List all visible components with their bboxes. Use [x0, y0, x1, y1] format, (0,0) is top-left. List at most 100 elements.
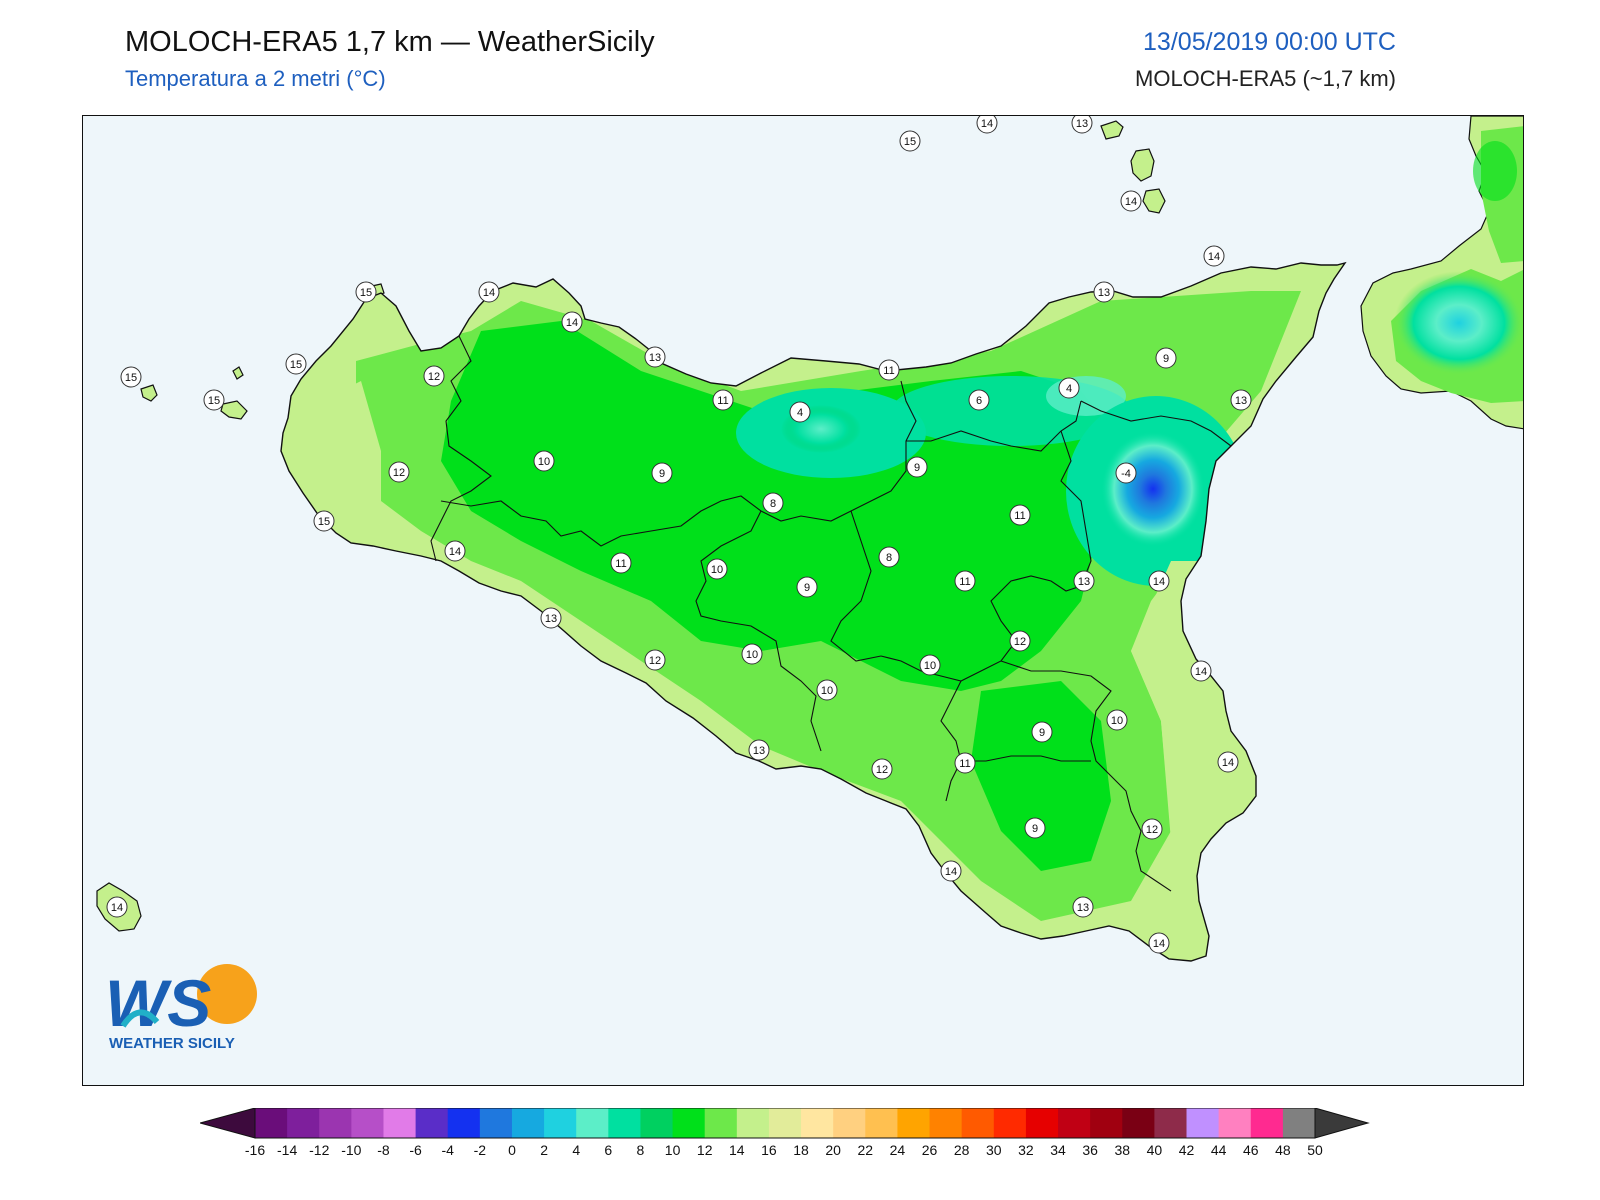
colorbar-swatch: [544, 1108, 577, 1138]
station-marker: 9: [1031, 721, 1053, 743]
colorbar-swatch: [479, 1108, 513, 1138]
station-circle: [533, 450, 555, 472]
colorbar-swatch: [1058, 1108, 1091, 1138]
colorbar-swatch: [640, 1108, 674, 1138]
station-value: 12: [876, 764, 888, 776]
colorbar-tick-label: -12: [309, 1142, 329, 1158]
sicily-landmass: [280, 262, 1346, 962]
station-circle: [644, 346, 666, 368]
colorbar-tick-label: 50: [1307, 1142, 1323, 1158]
temperature-map: 15 14 13 14 15 14 15 14 13 14 15 12 15 13 11 11 4 6 4 9 13 -4…: [96, 116, 1523, 962]
station-value: 10: [1111, 715, 1123, 727]
station-marker: 10: [741, 643, 763, 665]
station-circle: [120, 366, 142, 388]
station-circle: [1106, 709, 1128, 731]
station-marker: 15: [355, 281, 377, 303]
colorbar-swatch: [1154, 1108, 1188, 1138]
colorbar-tick-label: 0: [508, 1142, 516, 1158]
station-circle: [919, 654, 941, 676]
station-value: 14: [111, 902, 123, 914]
station-circle: [1141, 818, 1163, 840]
colorbar-swatch: [1122, 1108, 1155, 1138]
station-circle: [1071, 116, 1093, 134]
colorbar-tick-label: 46: [1243, 1142, 1259, 1158]
station-value: 9: [1032, 823, 1038, 835]
station-marker: 11: [878, 359, 900, 381]
station-value: 13: [1098, 287, 1110, 299]
station-circle: [878, 359, 900, 381]
colorbar-swatch: [287, 1108, 320, 1138]
colorbar-max-arrow: [1314, 1107, 1370, 1139]
station-value: 9: [1039, 727, 1045, 739]
colorbar-tick-label: 16: [761, 1142, 777, 1158]
station-marker: 15: [899, 130, 921, 152]
station-marker: 12: [1009, 630, 1031, 652]
station-marker: 14: [1120, 190, 1142, 212]
map-panel[interactable]: 15 14 13 14 15 14 15 14 13 14 15 12 15 13 11 11 4 6 4 9 13 -4…: [82, 115, 1524, 1086]
station-value: 14: [1153, 576, 1165, 588]
station-value: 15: [318, 516, 330, 528]
station-value: 12: [428, 371, 440, 383]
station-marker: 13: [1072, 896, 1094, 918]
station-value: 14: [1208, 251, 1220, 263]
station-marker: 14: [106, 896, 128, 918]
station-value: 12: [649, 655, 661, 667]
station-circle: [355, 281, 377, 303]
station-value: 12: [1014, 636, 1026, 648]
station-circle: [444, 540, 466, 562]
station-marker: 11: [712, 389, 734, 411]
station-circle: [940, 860, 962, 882]
station-value: 13: [753, 745, 765, 757]
station-value: 11: [717, 395, 728, 407]
station-value: 9: [1163, 353, 1169, 365]
colorbar-tick-label: 14: [729, 1142, 745, 1158]
colorbar-tick-label: 32: [1018, 1142, 1034, 1158]
station-value: 15: [904, 136, 916, 148]
colorbar-swatch: [865, 1108, 898, 1138]
colorbar-swatch: [672, 1108, 706, 1138]
colorbar-swatch: [993, 1108, 1027, 1138]
colorbar-swatch: [929, 1108, 963, 1138]
station-value: 13: [649, 352, 661, 364]
station-value: 15: [290, 359, 302, 371]
colorbar-tick-label: 2: [540, 1142, 548, 1158]
station-value: 10: [538, 456, 550, 468]
colorbar-tick-label: 40: [1147, 1142, 1163, 1158]
colorbar-swatch: [1218, 1108, 1252, 1138]
station-marker: 10: [533, 450, 555, 472]
station-marker: 8: [762, 492, 784, 514]
station-circle: [954, 570, 976, 592]
colorbar-swatch: [897, 1108, 931, 1138]
station-circle: [871, 758, 893, 780]
temperature-colorbar: -16 -14 -12 -10 -8 -6 -4 -2 0 2 4 6 8 10 12 14 16 18 20 22 2…: [198, 1107, 1400, 1168]
station-circle: [1203, 245, 1225, 267]
station-circle: [388, 461, 410, 483]
station-value: 14: [449, 546, 461, 558]
colorbar-tick-label: 8: [637, 1142, 645, 1158]
station-marker: 14: [1148, 932, 1170, 954]
colorbar-tick-label: 24: [890, 1142, 906, 1158]
station-value: 13: [545, 613, 557, 625]
station-marker: 15: [313, 510, 335, 532]
colorbar-tick-label: 28: [954, 1142, 970, 1158]
colorbar-tick-label: 10: [665, 1142, 681, 1158]
colorbar-tick-label: 36: [1082, 1142, 1098, 1158]
weathersicily-logo: WS WEATHER SICILY: [105, 964, 257, 1052]
station-circle: [1115, 462, 1137, 484]
station-marker: 14: [561, 311, 583, 333]
colorbar-swatch: [833, 1108, 866, 1138]
station-circle: [1230, 389, 1252, 411]
station-value: 12: [1146, 824, 1158, 836]
station-marker: 13: [1230, 389, 1252, 411]
station-circle: [878, 546, 900, 568]
station-value: 13: [1078, 576, 1090, 588]
station-circle: [1120, 190, 1142, 212]
station-circle: [478, 281, 500, 303]
station-value: 11: [959, 758, 970, 770]
colorbar-tick-label: 20: [825, 1142, 841, 1158]
station-value: 14: [566, 317, 578, 329]
station-value: 8: [770, 498, 776, 510]
colorbar-swatch: [415, 1108, 449, 1138]
colorbar-swatch: [801, 1108, 834, 1138]
station-marker: 15: [203, 389, 225, 411]
